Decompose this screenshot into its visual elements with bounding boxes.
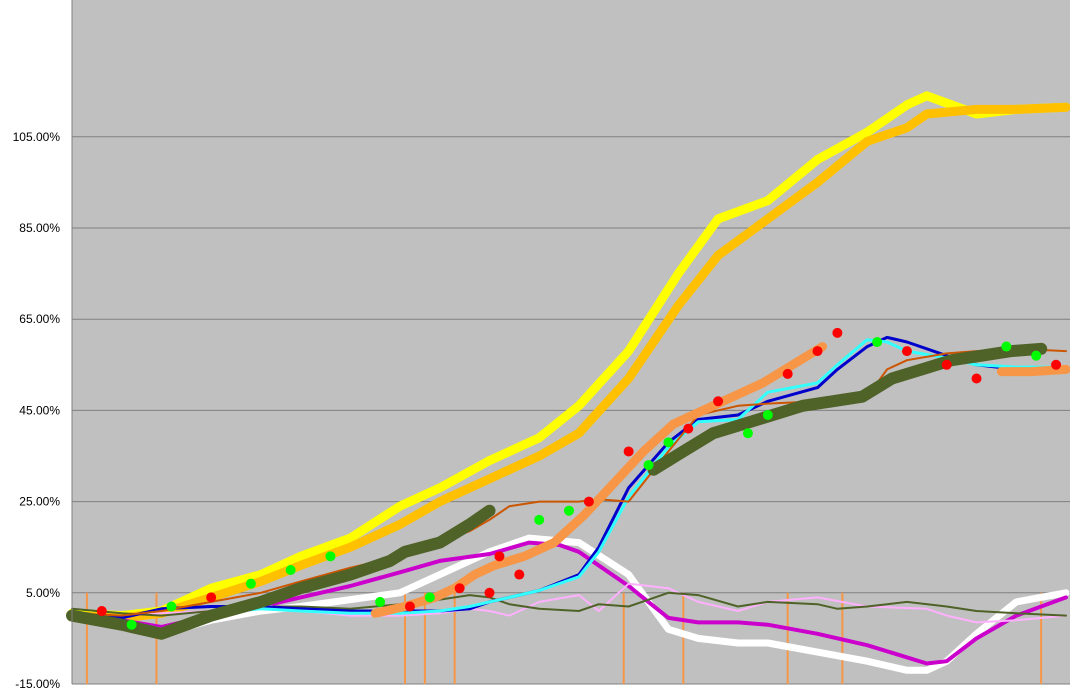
- y-tick-label: 5.00%: [26, 586, 60, 600]
- data-point-marker: [941, 359, 952, 370]
- data-point-marker: [1031, 350, 1042, 361]
- data-point-marker: [872, 337, 883, 347]
- data-point-marker: [812, 346, 823, 357]
- y-tick-label: 45.00%: [19, 403, 60, 417]
- data-point-marker: [971, 373, 982, 384]
- data-point-marker: [424, 592, 435, 603]
- series-line-10: [996, 364, 1070, 377]
- data-point-marker: [713, 396, 724, 407]
- series-lines: [66, 91, 1070, 674]
- data-point-marker: [583, 496, 594, 507]
- data-point-marker: [534, 514, 545, 525]
- data-point-marker: [206, 592, 217, 603]
- data-point-marker: [623, 446, 634, 457]
- data-point-marker: [404, 601, 415, 612]
- data-point-marker: [663, 437, 674, 448]
- series-line-11: [66, 504, 496, 640]
- data-point-marker: [484, 587, 495, 598]
- data-point-marker: [375, 596, 386, 607]
- data-point-marker: [166, 601, 177, 612]
- y-tick-label: 25.00%: [19, 495, 60, 509]
- data-point-marker: [643, 460, 654, 471]
- series-line-12: [647, 342, 1048, 476]
- y-tick-label: -15.00%: [15, 677, 60, 691]
- data-point-marker: [762, 409, 773, 420]
- data-point-marker: [285, 565, 296, 575]
- data-point-marker: [1001, 341, 1012, 352]
- series-line-6: [70, 335, 1068, 620]
- data-point-marker: [832, 327, 843, 338]
- data-point-marker: [742, 428, 753, 439]
- data-point-marker: [454, 583, 465, 594]
- series-line-1: [67, 102, 1070, 623]
- y-axis-ticks: -15.00% 5.00% 25.00% 45.00% 65.00% 85.00% 105.…: [13, 130, 61, 691]
- data-point-marker: [1051, 359, 1062, 370]
- data-point-marker: [245, 578, 256, 589]
- data-point-marker: [901, 346, 912, 357]
- series-line-2: [68, 534, 1070, 674]
- data-point-marker: [126, 619, 137, 630]
- series-line-9: [370, 342, 827, 618]
- data-point-marker: [96, 606, 107, 617]
- data-point-marker: [494, 551, 505, 562]
- data-point-marker: [514, 569, 525, 580]
- series-line-5: [71, 591, 1067, 617]
- y-tick-label: 105.00%: [13, 130, 61, 144]
- data-point-marker: [564, 505, 574, 516]
- markers: [96, 327, 1062, 630]
- data-point-marker: [683, 423, 694, 434]
- series-line-0: [67, 91, 1070, 621]
- series-line-7: [70, 338, 1068, 631]
- y-tick-label: 65.00%: [19, 312, 60, 326]
- y-tick-label: 85.00%: [19, 221, 60, 235]
- data-point-marker: [782, 368, 793, 379]
- data-point-marker: [325, 551, 336, 562]
